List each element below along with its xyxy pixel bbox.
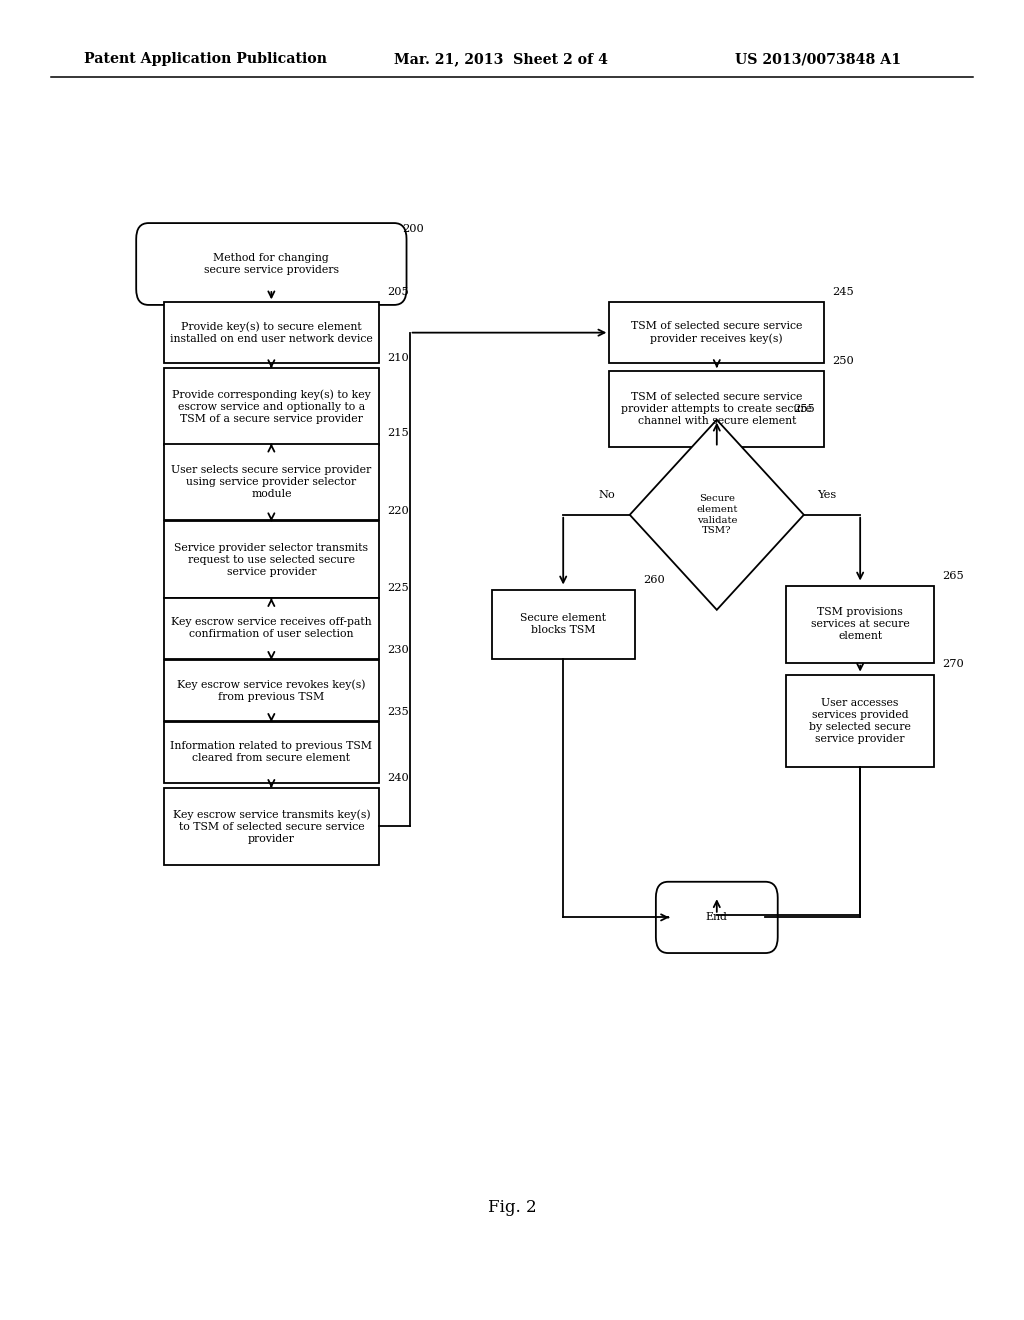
Text: 225: 225 (387, 582, 409, 593)
Bar (164, 722, 379, 783)
Text: US 2013/0073848 A1: US 2013/0073848 A1 (735, 53, 901, 66)
Bar (164, 444, 379, 520)
Bar (786, 675, 934, 767)
Text: Key escrow service receives off-path
confirmation of user selection: Key escrow service receives off-path con… (171, 618, 372, 639)
Text: TSM of selected secure service
provider attempts to create secure
channel with s: TSM of selected secure service provider … (622, 392, 812, 426)
Text: 260: 260 (643, 574, 665, 585)
Text: 240: 240 (387, 772, 409, 783)
Text: User selects secure service provider
using service provider selector
module: User selects secure service provider usi… (171, 465, 372, 499)
Bar (164, 598, 379, 659)
Bar (164, 788, 379, 865)
Text: 205: 205 (387, 286, 409, 297)
Bar (492, 590, 635, 659)
Text: Secure
element
validate
TSM?: Secure element validate TSM? (696, 494, 737, 536)
Text: Key escrow service revokes key(s)
from previous TSM: Key escrow service revokes key(s) from p… (177, 678, 366, 702)
Text: 215: 215 (387, 428, 409, 438)
Text: 200: 200 (402, 223, 424, 234)
FancyBboxPatch shape (655, 882, 778, 953)
Text: Provide key(s) to secure element
installed on end user network device: Provide key(s) to secure element install… (170, 321, 373, 345)
Text: Service provider selector transmits
request to use selected secure
service provi: Service provider selector transmits requ… (174, 543, 369, 577)
Text: Mar. 21, 2013  Sheet 2 of 4: Mar. 21, 2013 Sheet 2 of 4 (394, 53, 608, 66)
Text: Provide corresponding key(s) to key
escrow service and optionally to a
TSM of a : Provide corresponding key(s) to key escr… (172, 389, 371, 424)
Bar (786, 586, 934, 663)
Text: TSM provisions
services at secure
element: TSM provisions services at secure elemen… (811, 607, 909, 642)
Bar (164, 368, 379, 445)
Text: 245: 245 (833, 286, 854, 297)
Text: TSM of selected secure service
provider receives key(s): TSM of selected secure service provider … (631, 321, 803, 345)
Text: 210: 210 (387, 352, 409, 363)
FancyBboxPatch shape (136, 223, 407, 305)
Text: End: End (706, 912, 728, 923)
Bar (609, 302, 824, 363)
Text: 270: 270 (942, 659, 965, 669)
Text: No: No (599, 490, 615, 500)
Text: Key escrow service transmits key(s)
to TSM of selected secure service
provider: Key escrow service transmits key(s) to T… (173, 809, 370, 843)
Text: Fig. 2: Fig. 2 (487, 1200, 537, 1216)
Bar (609, 371, 824, 447)
Bar (164, 660, 379, 721)
Bar (164, 302, 379, 363)
Text: 230: 230 (387, 644, 409, 655)
Text: Information related to previous TSM
cleared from secure element: Information related to previous TSM clea… (170, 742, 373, 763)
Text: Patent Application Publication: Patent Application Publication (84, 53, 327, 66)
Text: 265: 265 (942, 570, 965, 581)
Text: Secure element
blocks TSM: Secure element blocks TSM (520, 614, 606, 635)
Text: 255: 255 (794, 404, 815, 414)
Text: 220: 220 (387, 506, 409, 516)
Polygon shape (630, 420, 804, 610)
Bar (164, 521, 379, 598)
Text: Method for changing
secure service providers: Method for changing secure service provi… (204, 253, 339, 275)
Text: 235: 235 (387, 706, 409, 717)
Text: Yes: Yes (817, 490, 836, 500)
Text: User accesses
services provided
by selected secure
service provider: User accesses services provided by selec… (809, 698, 911, 743)
Text: 250: 250 (833, 355, 854, 366)
